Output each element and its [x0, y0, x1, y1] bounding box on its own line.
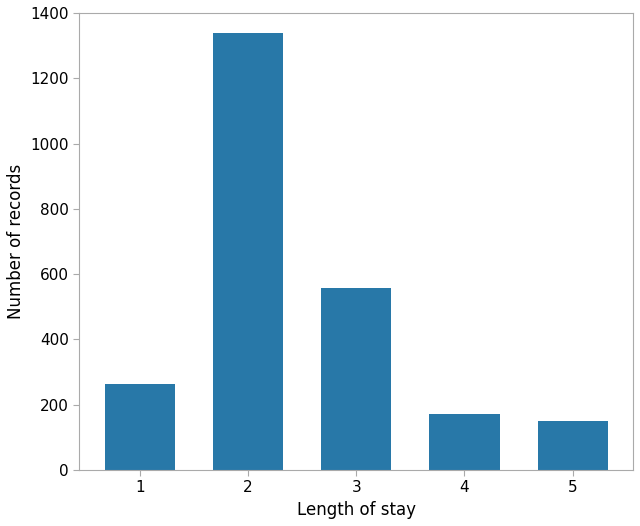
Bar [321, 288, 392, 470]
Bar [538, 421, 608, 470]
Bar [213, 33, 283, 470]
Bar [104, 383, 175, 470]
Y-axis label: Number of records: Number of records [7, 164, 25, 319]
X-axis label: Length of stay: Length of stay [297, 501, 416, 519]
Bar [429, 413, 500, 470]
